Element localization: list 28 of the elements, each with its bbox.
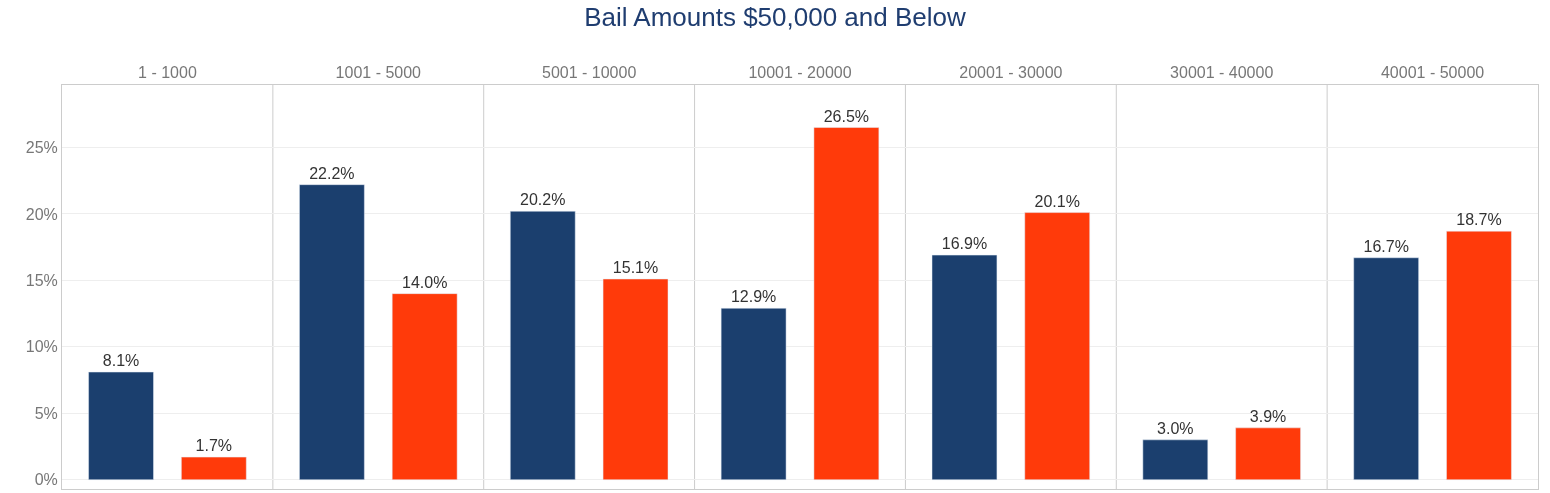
data-label: 14.0%: [401, 273, 448, 291]
x-tick-label: 10001 - 20000: [748, 63, 852, 81]
data-label: 20.2%: [520, 191, 566, 209]
data-label: 22.2%: [309, 164, 355, 182]
y-tick-label: 5%: [34, 404, 58, 422]
x-tick-label: 1 - 1000: [138, 63, 197, 81]
x-tick-label: 1001 - 5000: [335, 63, 422, 81]
data-label: 3.9%: [1249, 407, 1287, 425]
data-label: 3.0%: [1157, 419, 1194, 437]
data-label: 8.1%: [102, 352, 140, 370]
y-tick-label: 10%: [25, 338, 58, 356]
y-tick-label: 25%: [25, 139, 58, 157]
data-label: 12.9%: [730, 288, 777, 306]
y-tick-label: 15%: [25, 271, 58, 289]
x-tick-label: 40001 - 50000: [1380, 63, 1485, 81]
data-label: 26.5%: [823, 107, 870, 125]
x-tick-label: 5001 - 10000: [541, 63, 637, 81]
data-label: 15.1%: [612, 259, 659, 277]
x-tick-label: 30001 - 40000: [1170, 63, 1274, 81]
data-label: 18.7%: [1456, 211, 1502, 229]
chart-title: Bail Amounts $50,000 and Below: [584, 1, 967, 32]
data-label: 1.7%: [195, 437, 233, 455]
data-label: 20.1%: [1034, 192, 1080, 210]
data-label: 16.7%: [1363, 237, 1409, 255]
data-label: 16.9%: [941, 235, 988, 253]
y-tick-label: 20%: [25, 205, 58, 223]
y-tick-label: 0%: [34, 471, 58, 489]
x-tick-label: 20001 - 30000: [959, 63, 1063, 81]
